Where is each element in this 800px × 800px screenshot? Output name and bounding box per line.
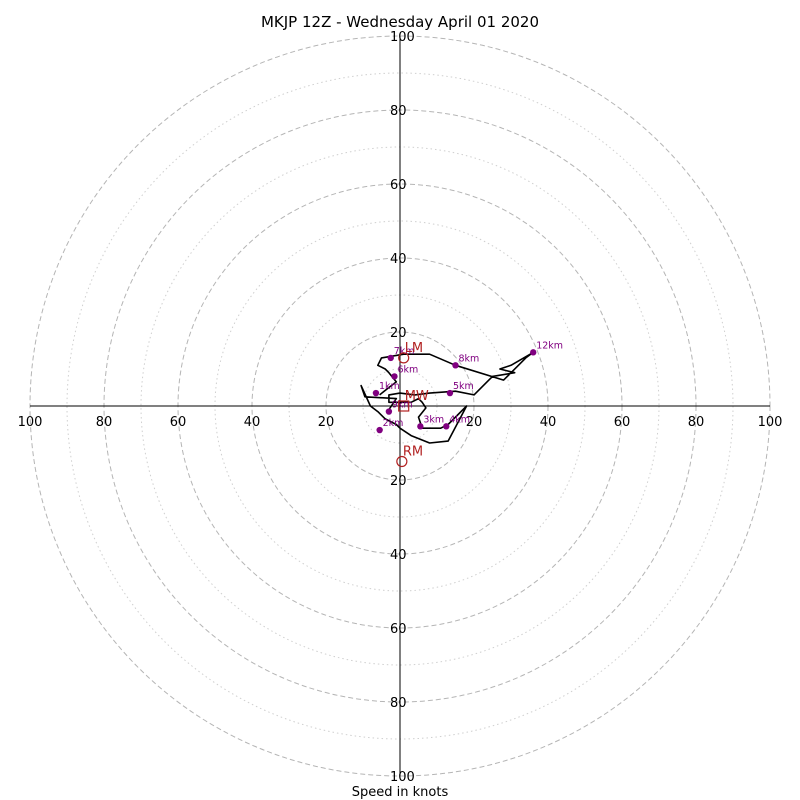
storm-motion-marker-lm [398, 352, 410, 364]
height-marker-label: 5km [453, 381, 474, 392]
x-tick-label: 20 [318, 415, 335, 430]
x-tick-label: 60 [614, 415, 631, 430]
y-tick-label: 60 [390, 178, 407, 193]
height-marker-label: 2km [383, 418, 404, 429]
height-marker-4km [443, 423, 450, 430]
hodograph-trace [360, 351, 534, 444]
storm-motion-markers: LM MW RM [396, 341, 429, 468]
x-tick-label: 40 [244, 415, 261, 430]
y-tick-label: 100 [390, 770, 415, 785]
height-marker-label: 7km [394, 346, 415, 357]
height-marker-2km [376, 426, 383, 434]
y-tick-label: 80 [390, 104, 407, 119]
height-marker-label: 3km [423, 414, 444, 425]
x-tick-label: 20 [466, 415, 483, 430]
y-tick-label: 20 [390, 474, 407, 489]
x-axis-label: Speed in knots [352, 785, 449, 800]
storm-motion-label: LM [405, 341, 423, 356]
height-marker-label: 6km [397, 364, 418, 375]
height-marker-9km [385, 408, 393, 415]
x-tick-label: 80 [688, 415, 705, 430]
x-tick-label: 60 [170, 415, 187, 430]
height-marker-1km [372, 389, 380, 397]
y-tick-label: 100 [390, 30, 415, 45]
axis-tick-labels: 100 80 60 40 20 20 40 60 80 100 100 80 60 40 20 20 40 60 8… [18, 30, 783, 785]
y-tick-label: 80 [390, 696, 407, 711]
height-marker-12km [530, 349, 537, 356]
height-marker-label: 12km [536, 340, 563, 351]
y-tick-label: 40 [390, 252, 407, 267]
height-markers: 1km 2km 3km 4km 5km 6km 7km 8km 9km 12km [372, 340, 563, 434]
height-marker-label: 9km [392, 400, 413, 411]
storm-motion-marker-rm [396, 455, 408, 468]
x-tick-label: 100 [758, 415, 783, 430]
height-marker-7km [387, 354, 394, 362]
y-tick-label: 60 [390, 622, 407, 637]
height-marker-label: 4km [449, 414, 470, 425]
height-marker-label: 1km [379, 381, 400, 392]
height-marker-3km [417, 423, 424, 430]
storm-motion-label: RM [403, 445, 423, 460]
height-marker-8km [452, 362, 459, 369]
y-tick-label: 40 [390, 548, 407, 563]
height-marker-5km [446, 389, 454, 397]
y-tick-label: 20 [390, 326, 407, 341]
height-marker-6km [391, 373, 398, 380]
x-tick-label: 80 [96, 415, 113, 430]
height-marker-label: 8km [459, 353, 480, 364]
storm-motion-label: MW [405, 389, 429, 404]
x-tick-label: 100 [18, 415, 43, 430]
x-tick-label: 40 [540, 415, 557, 430]
mean-wind-marker [398, 400, 410, 412]
chart-title: MKJP 12Z - Wednesday April 01 2020 [261, 13, 539, 31]
